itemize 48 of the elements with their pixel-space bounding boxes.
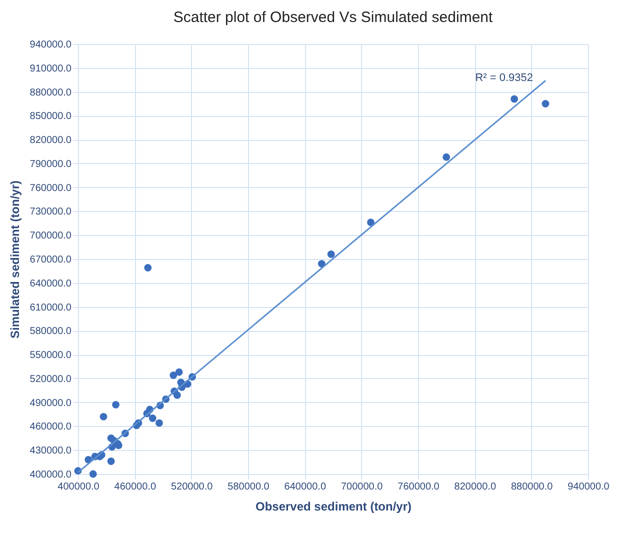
y-tick-label: 700000.0: [30, 230, 72, 242]
y-tick-label: 850000.0: [30, 111, 72, 122]
x-tick-label: 940000.0: [568, 482, 610, 492]
y-tick-label: 400000.0: [30, 470, 72, 480]
x-tick-label: 520000.0: [170, 482, 214, 492]
y-axis-title: Simulated sediment (ton/yr): [8, 180, 22, 339]
point: [112, 401, 120, 408]
x-axis-title: Observed sediment (ton/yr): [255, 500, 412, 514]
x-tick-label: 580000.0: [228, 482, 270, 492]
y-tick-label: 730000.0: [30, 206, 72, 218]
annotation: R² = 0.9352: [475, 72, 533, 84]
x-tick-label: 640000.0: [284, 482, 326, 492]
y-tick-label: 490000.0: [30, 398, 72, 409]
x-tick-label: 820000.0: [454, 482, 496, 492]
point: [327, 250, 335, 258]
y-tick-label: 520000.0: [30, 374, 72, 385]
x-tick-label: 460000.0: [114, 482, 156, 492]
y-tick-label: 460000.0: [30, 422, 72, 433]
y-tick-label: 610000.0: [30, 302, 72, 314]
point: [175, 368, 183, 376]
point: [542, 100, 550, 108]
point: [100, 412, 108, 420]
y-tick-label: 430000.0: [30, 446, 72, 457]
y-tick-label: 880000.0: [30, 87, 72, 98]
point: [107, 458, 115, 465]
y-tick-label: 940000.0: [30, 40, 72, 50]
x-tick-label: 880000.0: [510, 482, 554, 492]
x-tick-label: 760000.0: [398, 482, 440, 492]
point: [173, 391, 181, 399]
y-tick-label: 820000.0: [30, 135, 72, 146]
point: [442, 153, 450, 161]
y-tick-label: 760000.0: [30, 182, 72, 194]
point: [156, 419, 163, 427]
point: [89, 470, 97, 478]
y-tick-label: 640000.0: [30, 278, 72, 290]
point: [148, 414, 156, 422]
point: [170, 372, 178, 379]
point: [510, 95, 518, 103]
point: [367, 218, 374, 226]
x-tick-label: 400000.0: [58, 482, 100, 492]
y-tick-label: 790000.0: [30, 158, 72, 170]
x-tick-label: 700000.0: [340, 482, 384, 492]
point: [144, 264, 152, 272]
y-tick-label: 580000.0: [30, 326, 72, 338]
chart-title: Scatter plot of Observed Vs Simulated sediment: [173, 9, 494, 26]
y-tick-label: 910000.0: [30, 63, 72, 74]
y-tick-label: 670000.0: [30, 254, 72, 266]
y-tick-label: 550000.0: [30, 350, 72, 362]
